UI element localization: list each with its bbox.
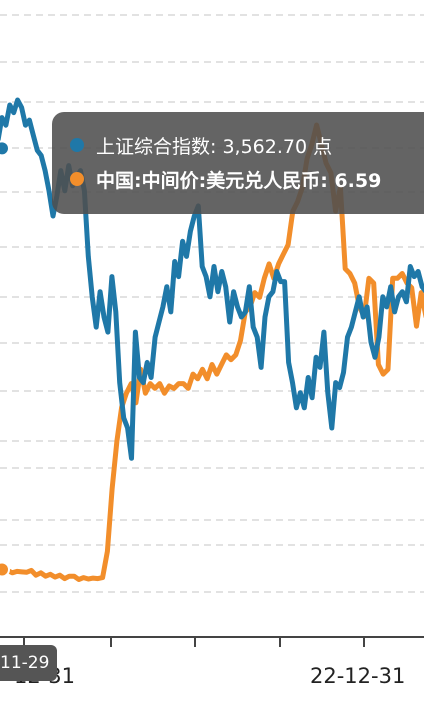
crosshair-x-label: 11-29: [0, 645, 58, 681]
tooltip-index-value: 上证综合指数: 3,562.70 点: [96, 135, 333, 158]
tooltip-row-fx: 中国:中间价:美元兑人民币: 6.59: [70, 162, 424, 196]
tooltip-row-index: 上证综合指数: 3,562.70 点: [70, 128, 424, 162]
x-axis: [0, 636, 424, 647]
tooltip-fx-value: 中国:中间价:美元兑人民币: 6.59: [96, 169, 382, 192]
x-tick-label: 22-12-31: [310, 664, 406, 688]
series-color-dot: [70, 138, 84, 152]
fx-rate-marker: [0, 561, 10, 578]
fx-rate-line: [0, 122, 424, 582]
series-color-dot: [70, 172, 84, 186]
chart-tooltip: 上证综合指数: 3,562.70 点 中国:中间价:美元兑人民币: 6.59: [52, 112, 424, 214]
sse-index-marker: [0, 140, 10, 157]
